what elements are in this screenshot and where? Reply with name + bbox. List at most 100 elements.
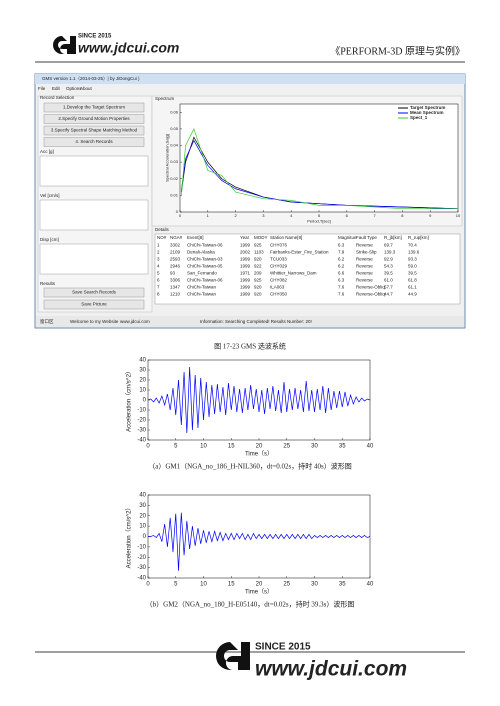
legend-label: Mean Spectrum bbox=[410, 110, 444, 115]
x-tick-label: 3 bbox=[262, 213, 265, 218]
x-tick-label: 25 bbox=[283, 444, 290, 450]
x-tick-label: 2 bbox=[234, 213, 237, 218]
window-title: GMS version 1.1（2014-03-25）| by JiDongCu… bbox=[42, 76, 140, 81]
table-cell: 1347 bbox=[170, 285, 181, 290]
status-text: 窗口区 bbox=[40, 318, 54, 325]
x-tick-label: 40 bbox=[367, 582, 374, 588]
legend-label: Target Spectrum bbox=[410, 105, 445, 110]
table-cell: 1999 bbox=[240, 264, 251, 269]
table-cell: ChiChi-Taiwan bbox=[187, 285, 217, 290]
title-bar bbox=[35, 74, 465, 84]
x-tick-label: 1 bbox=[207, 213, 210, 218]
legend-label: Spect_1 bbox=[410, 115, 428, 120]
x-tick-label: 5 bbox=[174, 444, 178, 450]
button-label: Save Picture bbox=[81, 302, 107, 307]
plot-area bbox=[147, 494, 371, 579]
y-tick-label: -20 bbox=[137, 418, 146, 424]
button[interactable] bbox=[43, 114, 145, 124]
table-cell: 6.3 bbox=[338, 278, 345, 283]
table-cell: Reverse bbox=[356, 257, 373, 262]
footer-site: www.jdcui.com bbox=[255, 658, 407, 681]
footer-logo-icon bbox=[216, 642, 250, 670]
footer-since: SINCE 2015 bbox=[255, 642, 311, 653]
x-tick-label: 5 bbox=[318, 213, 321, 218]
x-tick-label: 35 bbox=[339, 582, 346, 588]
y-tick-label: 10 bbox=[139, 388, 146, 394]
table-cell: CHY082 bbox=[270, 278, 288, 283]
table-cell: 2109 bbox=[170, 250, 181, 255]
wave-line bbox=[147, 366, 371, 434]
table-cell: Reverse bbox=[356, 264, 373, 269]
button-label: 3.Specify Spectral Shape Matching Method bbox=[51, 128, 138, 133]
table-header: NO# bbox=[157, 235, 167, 240]
table-cell: 59.0 bbox=[408, 264, 417, 269]
table-cell: 44.7 bbox=[384, 292, 393, 297]
x-tick-label: 30 bbox=[311, 582, 318, 588]
button-label: 4. Search Records bbox=[75, 139, 113, 144]
x-tick-label: 25 bbox=[283, 582, 290, 588]
x-axis-label: Time（s） bbox=[245, 450, 273, 457]
table-cell: 6.2 bbox=[338, 257, 345, 262]
button-label: Save Search Records bbox=[72, 290, 117, 295]
table-cell: Reverse-Obliq bbox=[356, 292, 385, 297]
table-header: Fault Type bbox=[356, 235, 377, 240]
status-text: Information: Searching Completed! Result… bbox=[200, 319, 312, 324]
table-cell: ChiChi-Taiwan-05 bbox=[187, 264, 223, 269]
table-cell: 93.3 bbox=[408, 257, 417, 262]
y-axis-label: Acceleration（cm/s^2） bbox=[125, 505, 132, 569]
table-cell: 6.3 bbox=[338, 243, 345, 248]
button[interactable] bbox=[43, 125, 145, 136]
button-label: 2.Specify Ground Motion Properties bbox=[58, 116, 130, 121]
since: SINCE 2015 bbox=[78, 34, 112, 40]
table-header: Year bbox=[240, 235, 250, 240]
table-cell: 925 bbox=[254, 243, 262, 248]
button[interactable] bbox=[43, 137, 145, 147]
wave-line bbox=[148, 512, 371, 571]
chart-caption: （a）GM1（NGA_no_186_H-NIL360，dt=0.02s，持时 4… bbox=[148, 462, 351, 471]
table-header: Magnitue bbox=[338, 235, 357, 240]
y-tick-label: 10 bbox=[139, 524, 146, 530]
x-tick-label: 0 bbox=[146, 582, 150, 588]
details-table bbox=[154, 233, 461, 305]
x-tick-label: 7 bbox=[373, 213, 376, 218]
table-cell: 922 bbox=[254, 264, 262, 269]
y-tick-label: 0.05 bbox=[170, 126, 179, 131]
table-cell: ChiChi-Taiwan bbox=[187, 292, 217, 297]
x-tick-label: 35 bbox=[339, 444, 346, 450]
x-axis-label: Period,T[sec] bbox=[307, 218, 331, 223]
table-cell: 44.9 bbox=[408, 292, 417, 297]
button[interactable] bbox=[43, 299, 145, 310]
table-cell: 39.5 bbox=[384, 271, 393, 276]
table-cell: 1103 bbox=[254, 250, 264, 255]
y-tick-label: 30 bbox=[139, 368, 146, 374]
table-cell: 920 bbox=[254, 292, 262, 297]
table-header: R_rup[km] bbox=[408, 235, 429, 240]
button[interactable] bbox=[43, 287, 145, 298]
site: www.jdcui.com bbox=[78, 40, 179, 56]
x-axis-label: Time（s） bbox=[245, 588, 273, 595]
details-label: Details bbox=[155, 227, 170, 232]
table-cell: 920 bbox=[254, 285, 262, 290]
y-tick-label: 40 bbox=[139, 358, 146, 364]
panel-label: Disp [cm] bbox=[40, 237, 59, 242]
table-cell: Strike-Slip bbox=[356, 250, 377, 255]
x-tick-label: 30 bbox=[311, 444, 318, 450]
table-header: NGA# bbox=[170, 235, 183, 240]
y-tick-label: -40 bbox=[137, 576, 146, 582]
y-tick-label: 0.01 bbox=[170, 192, 179, 197]
y-tick-label: 0.06 bbox=[170, 109, 179, 114]
x-tick-label: 0 bbox=[146, 444, 150, 450]
table-cell: Reverse-Obliq bbox=[356, 285, 385, 290]
table-cell: Reverse bbox=[356, 271, 373, 276]
table-cell: 7.6 bbox=[338, 292, 345, 297]
table-cell: 61.8 bbox=[408, 278, 417, 283]
x-tick-label: 8 bbox=[401, 213, 404, 218]
table-cell: ILA063 bbox=[270, 285, 285, 290]
y-tick-label: -30 bbox=[137, 565, 146, 571]
series-line bbox=[181, 128, 458, 210]
spectrum-label: Spectrum bbox=[155, 96, 175, 101]
logo-icon bbox=[53, 36, 76, 54]
button[interactable] bbox=[43, 102, 145, 113]
